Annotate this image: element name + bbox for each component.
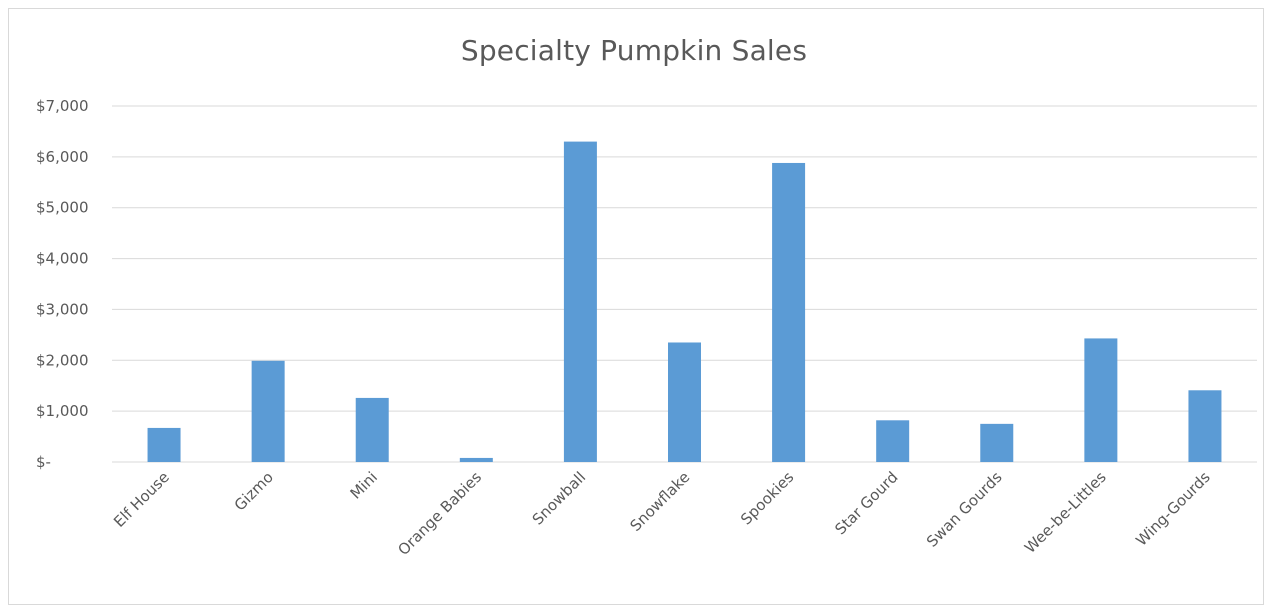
x-tick-label: Snowflake (627, 468, 694, 535)
y-tick-label: $4,000 (36, 250, 89, 268)
y-tick-label: $3,000 (36, 300, 89, 318)
bar (668, 342, 701, 462)
x-tick-label: Wing-Gourds (1132, 468, 1214, 550)
x-tick-label: Mini (347, 468, 382, 503)
y-tick-label: $5,000 (36, 199, 89, 217)
bar (251, 360, 285, 462)
y-tick-label: $6,000 (36, 148, 89, 166)
y-tick-label: $7,000 (36, 97, 89, 115)
x-tick-label: Snowball (529, 468, 589, 528)
bar (147, 427, 181, 462)
bar (355, 397, 389, 462)
x-tick-label: Spookies (737, 468, 797, 528)
x-tick-label: Swan Gourds (923, 468, 1006, 551)
x-tick-label: Orange Babies (394, 468, 485, 559)
x-tick-label: Elf House (110, 468, 173, 531)
bar (980, 423, 1014, 462)
chart-title: Specialty Pumpkin Sales (460, 34, 808, 67)
y-tick-label: $- (36, 453, 51, 471)
y-tick-label: $1,000 (36, 402, 89, 420)
bar (563, 141, 597, 462)
y-tick-label: $2,000 (36, 351, 89, 369)
chart-area (8, 8, 1264, 605)
bar (772, 162, 806, 462)
x-tick-label: Wee-be-Littles (1021, 468, 1110, 557)
bar (1084, 338, 1118, 462)
bar (1188, 390, 1222, 462)
x-tick-label: Star Gourd (831, 468, 901, 538)
x-tick-label: Gizmo (231, 468, 277, 514)
bar (876, 420, 910, 462)
bar (459, 457, 493, 462)
